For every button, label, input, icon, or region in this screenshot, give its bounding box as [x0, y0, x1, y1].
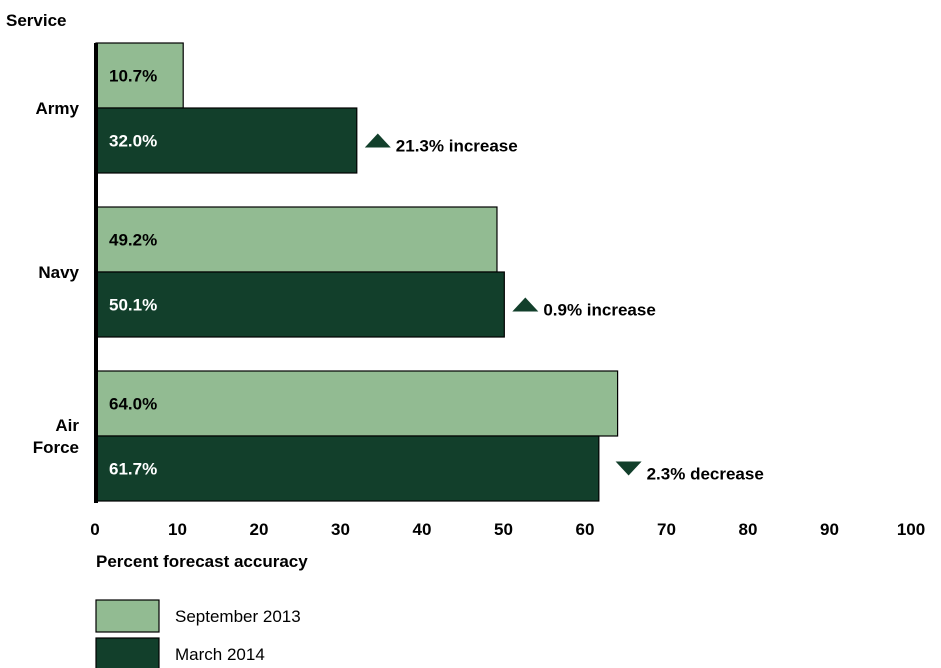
- increase-arrow-icon: [364, 133, 391, 148]
- y-axis-title: Service: [6, 11, 67, 30]
- legend-label: March 2014: [175, 645, 265, 664]
- x-tick-label: 90: [820, 520, 839, 539]
- change-label: 2.3% decrease: [647, 465, 764, 484]
- x-tick-label: 100: [897, 520, 925, 539]
- category-label: Force: [33, 438, 79, 457]
- category-label: Army: [36, 99, 80, 118]
- bar-value-label: 64.0%: [109, 395, 157, 414]
- decrease-arrow-icon: [615, 461, 642, 476]
- bar-march-2014: [95, 107, 358, 174]
- x-tick-label: 10: [168, 520, 187, 539]
- change-label: 21.3% increase: [396, 137, 518, 156]
- bar-september-2013: [95, 42, 184, 109]
- x-tick-label: 20: [250, 520, 269, 539]
- legend-label: September 2013: [175, 607, 301, 626]
- x-tick-label: 50: [494, 520, 513, 539]
- bar-march-2014: [95, 271, 505, 338]
- legend-swatch-march-2014: [95, 637, 160, 668]
- legend-swatch-september-2013: [95, 599, 160, 633]
- bar-value-label: 50.1%: [109, 296, 157, 315]
- increase-arrow-icon: [512, 297, 539, 312]
- x-tick-label: 30: [331, 520, 350, 539]
- change-label: 0.9% increase: [543, 301, 655, 320]
- bar-value-label: 32.0%: [109, 132, 157, 151]
- bar-september-2013: [95, 370, 619, 437]
- category-label: Navy: [38, 263, 79, 282]
- x-axis-title: Percent forecast accuracy: [96, 552, 308, 571]
- bar-september-2013: [95, 206, 498, 273]
- category-label: Air: [55, 416, 79, 435]
- x-tick-label: 40: [413, 520, 432, 539]
- x-tick-label: 60: [576, 520, 595, 539]
- bar-value-label: 10.7%: [109, 67, 157, 86]
- x-tick-label: 80: [739, 520, 758, 539]
- bar-value-label: 61.7%: [109, 460, 157, 479]
- bar-value-label: 49.2%: [109, 231, 157, 250]
- bar-march-2014: [95, 435, 600, 502]
- x-tick-label: 70: [657, 520, 676, 539]
- x-tick-label: 0: [90, 520, 99, 539]
